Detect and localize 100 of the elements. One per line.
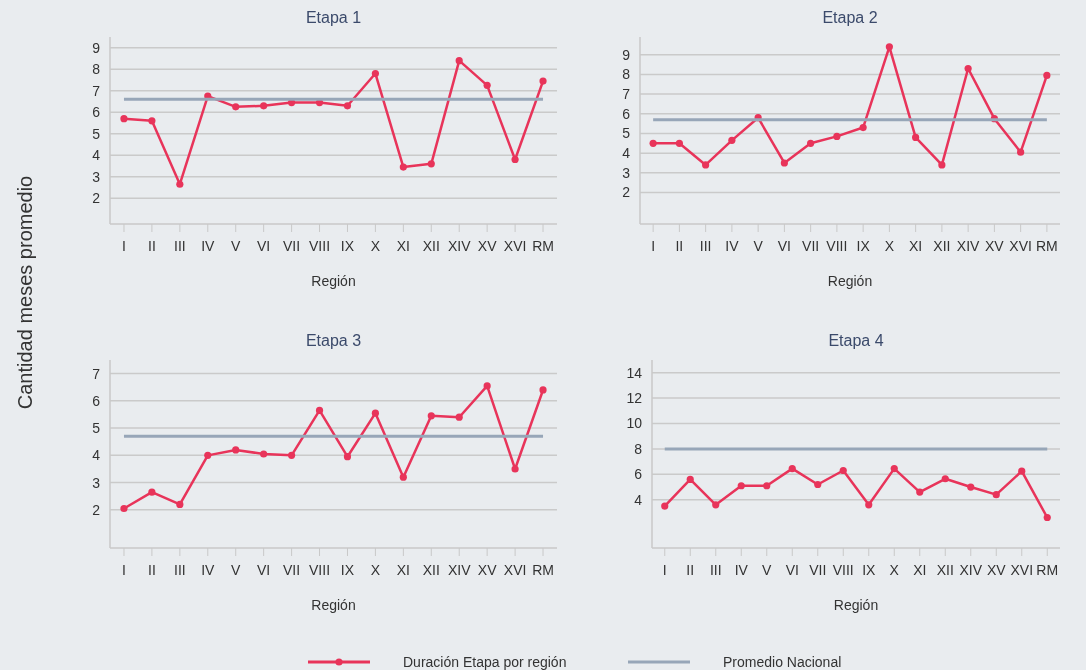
y-tick-label: 6 xyxy=(622,105,631,122)
x-tick-label: V xyxy=(231,562,242,578)
y-tick-label: 4 xyxy=(634,491,643,508)
legend-label: Promedio Nacional xyxy=(723,653,842,670)
x-tick-label: XV xyxy=(477,562,498,578)
y-tick-label: 12 xyxy=(626,390,643,407)
x-tick-label: X xyxy=(370,238,381,254)
y-tick-label: 14 xyxy=(626,364,643,381)
chart-title: Etapa 2 xyxy=(822,9,878,26)
y-tick-label: 10 xyxy=(626,415,643,432)
chart-title: Etapa 4 xyxy=(828,332,884,349)
x-tick-label: XIV xyxy=(447,562,472,578)
y-tick-label: 4 xyxy=(622,145,631,162)
x-tick-label: III xyxy=(699,238,712,254)
x-tick-label: VIII xyxy=(309,238,331,254)
x-tick-label: XV xyxy=(477,238,498,254)
x-tick-label: VI xyxy=(257,238,271,254)
x-tick-label: IX xyxy=(856,238,871,254)
y-tick-label: 9 xyxy=(92,39,101,56)
x-tick-label: VI xyxy=(257,562,271,578)
x-tick-label: XI xyxy=(913,562,927,578)
y-tick-label: 6 xyxy=(92,104,101,121)
x-tick-label: XI xyxy=(909,238,923,254)
x-tick-label: IV xyxy=(201,562,216,578)
y-tick-label: 9 xyxy=(622,46,631,63)
x-axis-title: Región xyxy=(311,597,356,613)
x-tick-label: II xyxy=(675,238,684,254)
x-tick-label: II xyxy=(148,238,156,254)
x-tick-label: IX xyxy=(340,562,355,578)
y-tick-label: 2 xyxy=(92,190,101,207)
x-tick-label: XIV xyxy=(959,562,983,578)
y-tick-label: 3 xyxy=(92,474,101,491)
x-tick-label: RM xyxy=(1036,562,1059,578)
y-tick-label: 5 xyxy=(92,125,101,142)
x-tick-label: IV xyxy=(734,562,749,578)
x-tick-label: VI xyxy=(785,562,799,578)
y-tick-label: 8 xyxy=(634,440,643,457)
x-tick-label: V xyxy=(231,238,242,254)
y-tick-label: 3 xyxy=(92,168,101,185)
x-tick-label: XII xyxy=(422,562,440,578)
x-tick-label: IX xyxy=(340,238,355,254)
x-tick-label: V xyxy=(762,562,773,578)
y-tick-label: 5 xyxy=(622,125,631,142)
x-tick-label: VII xyxy=(283,238,301,254)
x-tick-label: XII xyxy=(422,238,440,254)
x-tick-label: II xyxy=(148,562,156,578)
x-tick-label: VII xyxy=(809,562,827,578)
x-tick-label: RM xyxy=(1035,238,1058,254)
y-tick-label: 7 xyxy=(622,85,631,102)
chart-title: Etapa 3 xyxy=(305,332,362,349)
x-axis-title: Región xyxy=(311,273,356,289)
x-tick-label: XIV xyxy=(956,238,981,254)
x-tick-label: I xyxy=(662,562,667,578)
legend-label: Duración Etapa por región xyxy=(403,653,567,670)
x-tick-label: RM xyxy=(532,562,554,578)
y-tick-label: 2 xyxy=(622,184,631,201)
x-tick-label: VI xyxy=(777,238,791,254)
x-tick-label: V xyxy=(753,238,764,254)
x-tick-label: VII xyxy=(283,562,301,578)
y-tick-label: 4 xyxy=(92,447,101,464)
x-tick-label: XI xyxy=(396,238,410,254)
y-tick-label: 8 xyxy=(622,66,631,83)
x-tick-label: IX xyxy=(862,562,877,578)
x-tick-label: XVI xyxy=(503,562,527,578)
y-axis-title: Cantidad meses promedio xyxy=(14,175,36,410)
x-tick-label: IV xyxy=(201,238,216,254)
x-tick-label: VII xyxy=(802,238,820,254)
x-tick-label: I xyxy=(122,238,126,254)
x-tick-label: VIII xyxy=(309,562,331,578)
x-tick-label: III xyxy=(174,238,186,254)
x-tick-label: I xyxy=(122,562,126,578)
x-tick-label: VIII xyxy=(826,238,848,254)
x-axis-title: Región xyxy=(833,597,879,613)
x-tick-label: III xyxy=(174,562,186,578)
x-tick-label: RM xyxy=(532,238,554,254)
x-tick-label: XIV xyxy=(447,238,472,254)
y-tick-label: 3 xyxy=(622,164,631,181)
x-tick-label: III xyxy=(709,562,722,578)
x-tick-label: I xyxy=(651,238,656,254)
x-tick-label: VIII xyxy=(832,562,854,578)
x-tick-label: XVI xyxy=(1009,238,1032,254)
y-tick-label: 6 xyxy=(634,466,643,483)
y-tick-label: 4 xyxy=(92,147,101,164)
x-tick-label: XII xyxy=(936,562,954,578)
y-tick-label: 8 xyxy=(92,61,101,78)
x-tick-label: XII xyxy=(933,238,951,254)
y-tick-label: 7 xyxy=(92,82,101,99)
x-axis-title: Región xyxy=(827,273,873,289)
x-tick-label: XVI xyxy=(1010,562,1034,578)
x-tick-label: II xyxy=(686,562,695,578)
x-tick-label: IV xyxy=(725,238,740,254)
x-tick-label: X xyxy=(370,562,381,578)
y-tick-label: 7 xyxy=(92,365,101,382)
y-tick-label: 2 xyxy=(92,501,101,518)
x-tick-label: XI xyxy=(396,562,410,578)
chart-title: Etapa 1 xyxy=(305,9,362,26)
x-tick-label: XV xyxy=(985,238,1005,254)
x-tick-label: X xyxy=(889,562,900,578)
x-tick-label: XVI xyxy=(503,238,527,254)
x-tick-label: XV xyxy=(986,562,1007,578)
